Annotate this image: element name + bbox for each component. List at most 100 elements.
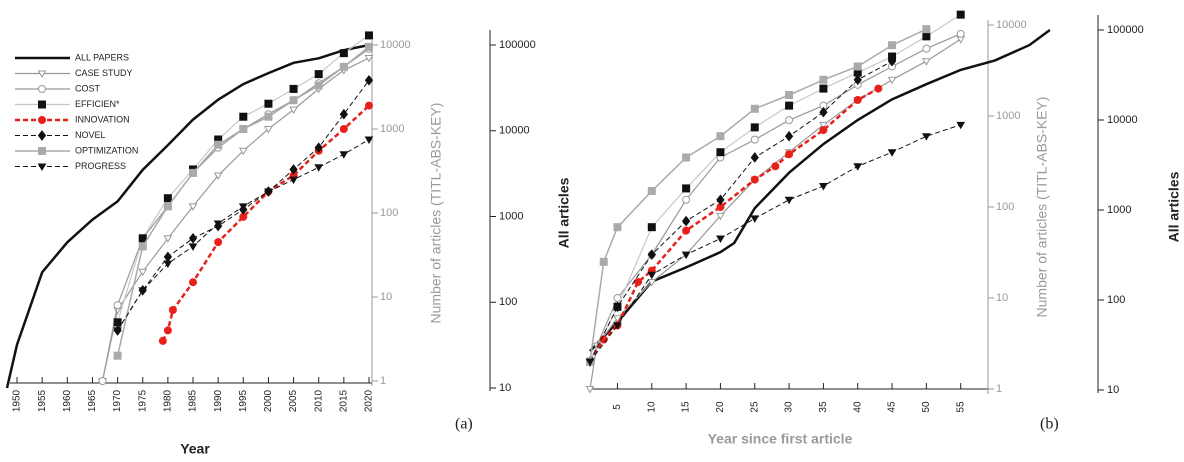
y2-axis-label: All articles (556, 177, 572, 248)
marker (599, 257, 608, 266)
legend-label: EFFICIEN* (75, 99, 120, 109)
marker (189, 278, 198, 287)
marker (819, 106, 828, 118)
x-tick-label: 1960 (62, 389, 73, 412)
series-line (101, 57, 370, 382)
marker (239, 112, 248, 121)
y2-tick-label: 1000 (1107, 204, 1131, 216)
series-line (117, 139, 370, 331)
marker (264, 99, 273, 108)
marker (853, 74, 862, 86)
marker (113, 327, 122, 335)
marker (214, 238, 223, 247)
marker (716, 194, 725, 206)
x-tick-label: 1995 (238, 389, 249, 412)
marker (364, 31, 373, 40)
marker (163, 251, 173, 263)
marker (314, 164, 324, 172)
y-tick-label: 100 (996, 201, 1014, 213)
legend-marker (38, 100, 46, 109)
x-tick-label: 50 (921, 401, 932, 413)
marker (289, 176, 298, 185)
marker (113, 351, 122, 360)
marker (887, 149, 897, 157)
marker (188, 243, 198, 251)
marker (613, 322, 622, 330)
y2-tick-label: 100000 (499, 39, 536, 51)
marker (364, 74, 374, 86)
legend-marker (38, 147, 46, 155)
x-tick-label: 1985 (188, 389, 199, 412)
y-tick-label: 10000 (380, 39, 411, 51)
y-tick-label: 1000 (380, 123, 404, 135)
legend-marker (37, 130, 47, 141)
legend-marker (38, 85, 46, 93)
marker (888, 41, 897, 50)
marker (681, 215, 691, 227)
marker (339, 125, 348, 133)
marker (681, 251, 691, 260)
marker (163, 235, 173, 243)
x-tick-label: 40 (852, 401, 863, 413)
marker (647, 223, 656, 232)
marker (289, 84, 298, 93)
x-tick-label: 2020 (364, 389, 375, 412)
marker (289, 164, 298, 175)
y2-tick-label: 100000 (1107, 24, 1144, 36)
marker (264, 126, 273, 134)
x-tick-label: 1955 (37, 389, 48, 412)
x-axis-label: Year since first article (708, 431, 853, 447)
x-tick-label: 15 (681, 401, 692, 413)
marker (819, 126, 828, 135)
legend-label: CASE STUDY (75, 68, 133, 78)
marker (887, 76, 897, 85)
marker (647, 186, 656, 195)
marker (613, 301, 622, 313)
x-tick-label: 5 (612, 404, 623, 410)
y2-tick-label: 10000 (499, 125, 530, 137)
marker (922, 44, 931, 53)
x-tick-label: 1950 (12, 389, 23, 412)
marker (158, 336, 167, 345)
series-line (101, 48, 370, 382)
marker (585, 358, 595, 367)
x-tick-label: 2010 (313, 389, 324, 412)
x-axis-label: Year (180, 441, 210, 457)
marker (189, 168, 198, 177)
marker (188, 203, 198, 211)
y2-tick-label: 100 (499, 296, 517, 308)
y-tick-label: 10 (996, 292, 1008, 304)
marker (163, 260, 173, 269)
legend-marker (37, 163, 47, 171)
series-line (589, 14, 962, 362)
x-tick-label: 2000 (263, 389, 274, 412)
marker (163, 326, 172, 335)
marker (613, 315, 622, 323)
marker (289, 96, 298, 105)
y-tick-label: 100 (380, 207, 398, 219)
marker (785, 116, 794, 125)
marker (682, 226, 691, 235)
marker (922, 58, 931, 66)
marker (682, 153, 691, 162)
series-line (116, 46, 370, 356)
series-line (589, 28, 927, 362)
x-tick-label: 10 (646, 401, 657, 413)
legend-label: OPTIMIZATION (75, 145, 138, 155)
y2-tick-label: 10000 (1107, 114, 1138, 126)
x-tick-label: 2005 (288, 389, 299, 412)
marker (785, 150, 794, 159)
series-line (589, 28, 1051, 353)
marker (647, 249, 656, 260)
marker (716, 212, 725, 221)
marker (364, 136, 374, 144)
marker (634, 277, 643, 286)
y-tick-label: 10000 (996, 19, 1027, 31)
x-tick-label: 30 (784, 401, 795, 413)
marker (956, 121, 966, 130)
marker (213, 172, 223, 180)
marker (264, 112, 273, 121)
marker (750, 104, 759, 113)
marker (819, 84, 828, 93)
